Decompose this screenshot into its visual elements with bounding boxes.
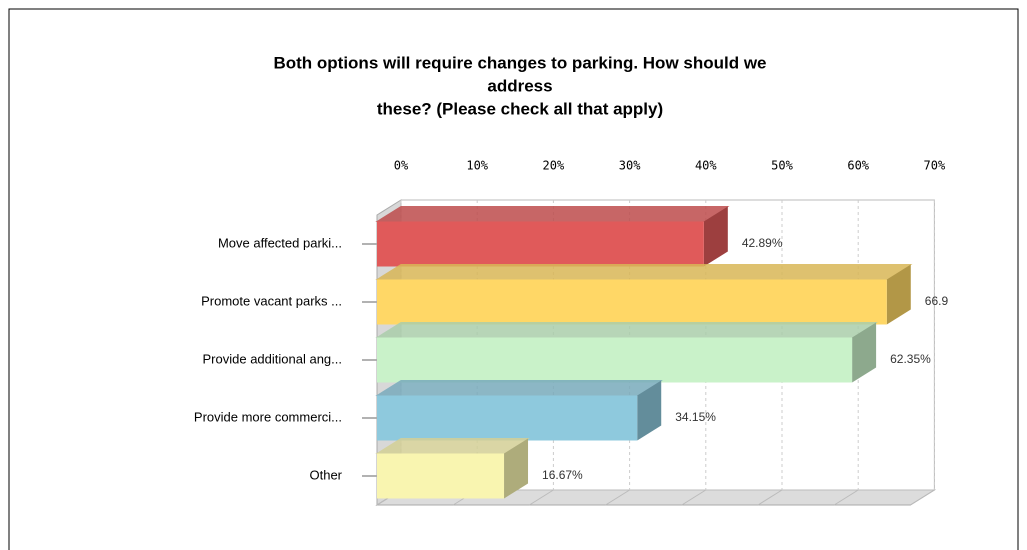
bar-side [703,206,728,267]
bar-top [375,438,530,454]
x-tick-label: 70% [924,159,946,173]
bar [377,279,887,325]
x-tick-label: 10% [466,159,488,173]
chart-title: these? (Please check all that apply) [377,99,663,118]
x-tick-label: 20% [543,159,565,173]
bar-top [375,322,878,338]
value-label: 42.89% [742,236,783,250]
bar [377,395,638,441]
x-tick-label: 40% [695,159,717,173]
y-tick-label: Provide more commerci... [194,409,342,424]
bar [377,453,505,499]
x-tick-label: 0% [394,159,409,173]
value-label: 34.15% [675,410,716,424]
y-tick-label: Move affected parki... [218,235,342,250]
value-label: 16.67% [542,468,583,482]
bar-side [637,380,662,441]
y-tick-label: Promote vacant parks ... [201,293,342,308]
chart-title: address [487,76,552,95]
y-tick-label: Provide additional ang... [203,351,342,366]
frame [8,8,1019,550]
grid-line [529,489,554,506]
bar-top [375,264,913,280]
grid-line [833,489,859,506]
x-tick-label: 30% [619,159,641,173]
bar [377,221,704,267]
x-tick-label: 50% [771,159,793,173]
y-tick-label: Other [309,467,342,482]
grid-line [757,489,783,506]
bar [377,337,853,383]
grid-line [605,489,630,506]
bar-top [375,380,663,396]
bar-top [375,206,730,222]
grid-line [681,489,707,506]
bar-side [504,438,529,499]
bar-side [852,322,877,383]
value-label: 62.35% [890,352,931,366]
chart-title: Both options will require changes to par… [273,53,766,72]
value-label: 66.9 [925,294,949,308]
grid-line [910,489,935,506]
x-tick-label: 60% [847,159,869,173]
bar-side [886,264,911,325]
